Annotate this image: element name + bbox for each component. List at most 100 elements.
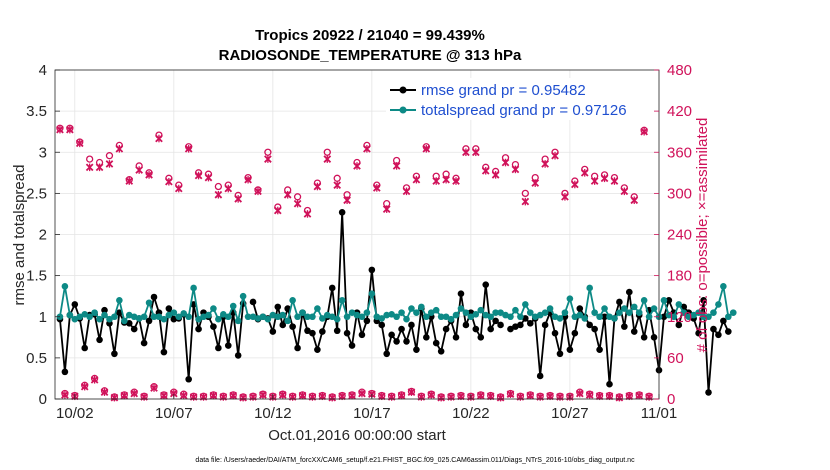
totalspread-point bbox=[502, 311, 509, 319]
totalspread-point bbox=[630, 303, 638, 311]
rmse-point bbox=[606, 380, 613, 388]
totalspread-point bbox=[91, 309, 98, 316]
assimilated-obs-marker bbox=[204, 173, 213, 182]
rmse-point bbox=[170, 315, 178, 323]
rmse-point bbox=[249, 298, 257, 306]
totalspread-point bbox=[81, 310, 89, 318]
assimilated-obs-marker bbox=[462, 148, 470, 157]
totalspread-point bbox=[150, 313, 158, 321]
possible-obs-marker bbox=[521, 189, 529, 198]
rmse-point bbox=[328, 284, 336, 292]
x-tick-label: 10/12 bbox=[254, 405, 292, 422]
totalspread-point bbox=[695, 309, 702, 316]
assimilated-obs-marker bbox=[229, 391, 238, 400]
rmse-point bbox=[343, 329, 351, 337]
legend-rmse-label: rmse grand pr = 0.95482 bbox=[421, 82, 586, 99]
rmse-point bbox=[383, 350, 391, 358]
rmse-point bbox=[695, 329, 702, 337]
assimilated-obs-marker bbox=[328, 393, 337, 402]
rmse-point bbox=[111, 350, 118, 358]
totalspread-point bbox=[625, 309, 633, 316]
chart-subtitle: RADIOSONDE_TEMPERATURE @ 313 hPa bbox=[219, 47, 522, 64]
totalspread-point bbox=[452, 311, 460, 319]
totalspread-point bbox=[546, 305, 554, 312]
totalspread-point bbox=[185, 313, 192, 321]
x-tick-label: 10/02 bbox=[56, 405, 94, 422]
assimilated-obs-marker bbox=[303, 210, 312, 218]
totalspread-point bbox=[640, 297, 648, 304]
totalspread-point bbox=[328, 313, 336, 321]
rmse-point bbox=[71, 301, 79, 308]
assimilated-obs-marker bbox=[358, 389, 366, 398]
assimilated-obs-marker bbox=[635, 391, 644, 400]
rmse-point bbox=[333, 327, 341, 335]
left-tick-label: 4 bbox=[39, 62, 47, 79]
totalspread-point bbox=[86, 313, 93, 321]
rmse-point bbox=[224, 342, 232, 349]
left-tick-label: 1 bbox=[39, 309, 47, 326]
totalspread-point bbox=[591, 309, 598, 316]
totalspread-point bbox=[220, 310, 227, 318]
assimilated-obs-marker bbox=[278, 391, 287, 399]
totalspread-point bbox=[140, 313, 148, 321]
assimilated-obs-marker bbox=[80, 382, 89, 391]
totalspread-point bbox=[432, 306, 440, 314]
rmse-point bbox=[423, 334, 430, 341]
assimilated-obs-marker bbox=[551, 151, 559, 160]
assimilated-obs-marker bbox=[348, 391, 356, 400]
assimilated-obs-marker bbox=[244, 175, 252, 184]
rmse-point bbox=[274, 303, 282, 311]
totalspread-point bbox=[512, 306, 519, 314]
assimilated-obs-marker bbox=[561, 192, 569, 201]
rmse-point bbox=[517, 321, 524, 329]
x-tick-label: 11/01 bbox=[641, 405, 677, 422]
totalspread-point bbox=[725, 313, 732, 321]
assimilated-obs-marker bbox=[402, 187, 411, 196]
rmse-point bbox=[408, 321, 415, 329]
assimilated-obs-marker bbox=[61, 391, 69, 399]
rmse-point bbox=[497, 321, 504, 329]
right-tick-label: 120 bbox=[667, 309, 692, 326]
right-tick-label: 180 bbox=[667, 268, 692, 285]
totalspread-point bbox=[244, 313, 252, 321]
totalspread-point bbox=[116, 297, 123, 304]
totalspread-point bbox=[675, 301, 683, 308]
assimilated-obs-marker bbox=[85, 163, 94, 172]
rmse-point bbox=[403, 338, 410, 345]
rmse-point bbox=[234, 352, 242, 359]
assimilated-obs-marker bbox=[590, 177, 599, 185]
assimilated-obs-marker bbox=[585, 391, 594, 399]
totalspread-point bbox=[309, 313, 316, 321]
assimilated-obs-marker bbox=[293, 199, 302, 208]
totalspread-point bbox=[215, 315, 222, 323]
totalspread-point bbox=[467, 313, 475, 321]
rmse-point bbox=[477, 334, 485, 341]
rmse-point bbox=[130, 325, 138, 333]
rmse-point bbox=[566, 346, 574, 353]
totalspread-point bbox=[195, 315, 202, 323]
totalspread-point bbox=[96, 315, 103, 323]
rmse-point bbox=[551, 329, 559, 337]
totalspread-point bbox=[135, 315, 143, 322]
totalspread-point bbox=[323, 311, 331, 319]
rmse-point bbox=[715, 331, 722, 339]
totalspread-point bbox=[239, 292, 247, 300]
totalspread-point bbox=[269, 311, 277, 319]
rmse-point bbox=[393, 338, 400, 345]
rmse-point bbox=[601, 313, 608, 321]
rmse-point bbox=[150, 293, 158, 301]
totalspread-point bbox=[190, 284, 197, 292]
rmse-point bbox=[665, 297, 673, 304]
legend: rmse grand pr = 0.95482 totalspread gran… bbox=[386, 78, 654, 120]
rmse-point bbox=[210, 323, 217, 330]
assimilated-obs-marker bbox=[580, 168, 589, 177]
totalspread-point bbox=[581, 315, 589, 322]
totalspread-point bbox=[541, 309, 549, 316]
right-tick-label: 420 bbox=[667, 103, 692, 120]
assimilated-obs-marker bbox=[259, 391, 267, 399]
assimilated-obs-marker bbox=[298, 391, 307, 400]
totalspread-point bbox=[457, 305, 465, 312]
totalspread-point bbox=[680, 309, 688, 316]
totalspread-point bbox=[289, 297, 296, 304]
